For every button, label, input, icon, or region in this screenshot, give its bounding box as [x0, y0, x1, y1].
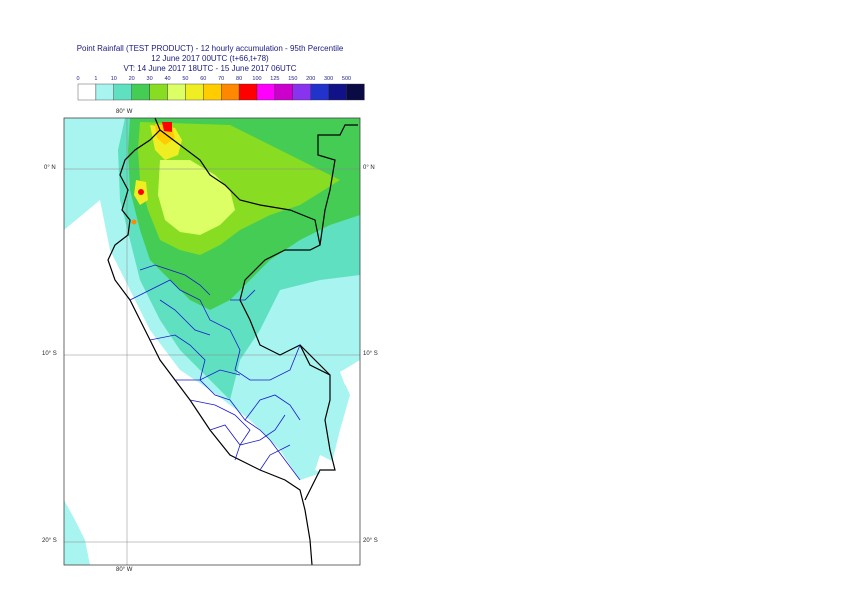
map-title: Point Rainfall (TEST PRODUCT) - 12 hourl…	[76, 44, 344, 53]
legend-threshold-label: 100	[252, 76, 261, 82]
legend-threshold-label: 125	[270, 76, 279, 82]
legend-threshold-label: 60	[200, 76, 206, 82]
legend-threshold-label: 80	[236, 76, 242, 82]
legend-swatch	[346, 83, 365, 101]
lat-left-20: 20° S	[42, 538, 57, 544]
top-lon-label: 80° W	[116, 109, 133, 115]
legend-threshold-label: 1	[94, 76, 97, 82]
legend-threshold-label: 10	[111, 76, 117, 82]
legend-threshold-label: 200	[306, 76, 315, 82]
legend-threshold-label: 0	[76, 76, 79, 82]
lat-right-10: 10° S	[363, 351, 378, 357]
lat-right-20: 20° S	[363, 538, 378, 544]
colour-legend: 0 1 10 20 30 40 50 60 70 80 100 125 150 200 300 500	[76, 76, 365, 101]
legend-threshold-label: 20	[129, 76, 135, 82]
rain-field-80mm	[162, 122, 172, 132]
legend-threshold-label: 70	[218, 76, 224, 82]
legend-threshold-label: 300	[324, 76, 333, 82]
bottom-lon-label: 80° W	[116, 567, 133, 573]
legend-threshold-label: 500	[342, 76, 351, 82]
lat-left-10: 10° S	[42, 351, 57, 357]
lat-right-0: 0° N	[363, 165, 375, 171]
region-borders	[129, 264, 301, 481]
legend-threshold-label: 40	[164, 76, 170, 82]
run-time: 12 June 2017 00UTC (t+66,t+78)	[151, 54, 269, 63]
legend-threshold-label: 30	[147, 76, 153, 82]
lat-left-0: 0° N	[44, 165, 56, 171]
legend-threshold-label: 50	[182, 76, 188, 82]
valid-time: VT: 14 June 2017 18UTC - 15 June 2017 06…	[123, 64, 297, 73]
legend-threshold-label: 150	[288, 76, 297, 82]
